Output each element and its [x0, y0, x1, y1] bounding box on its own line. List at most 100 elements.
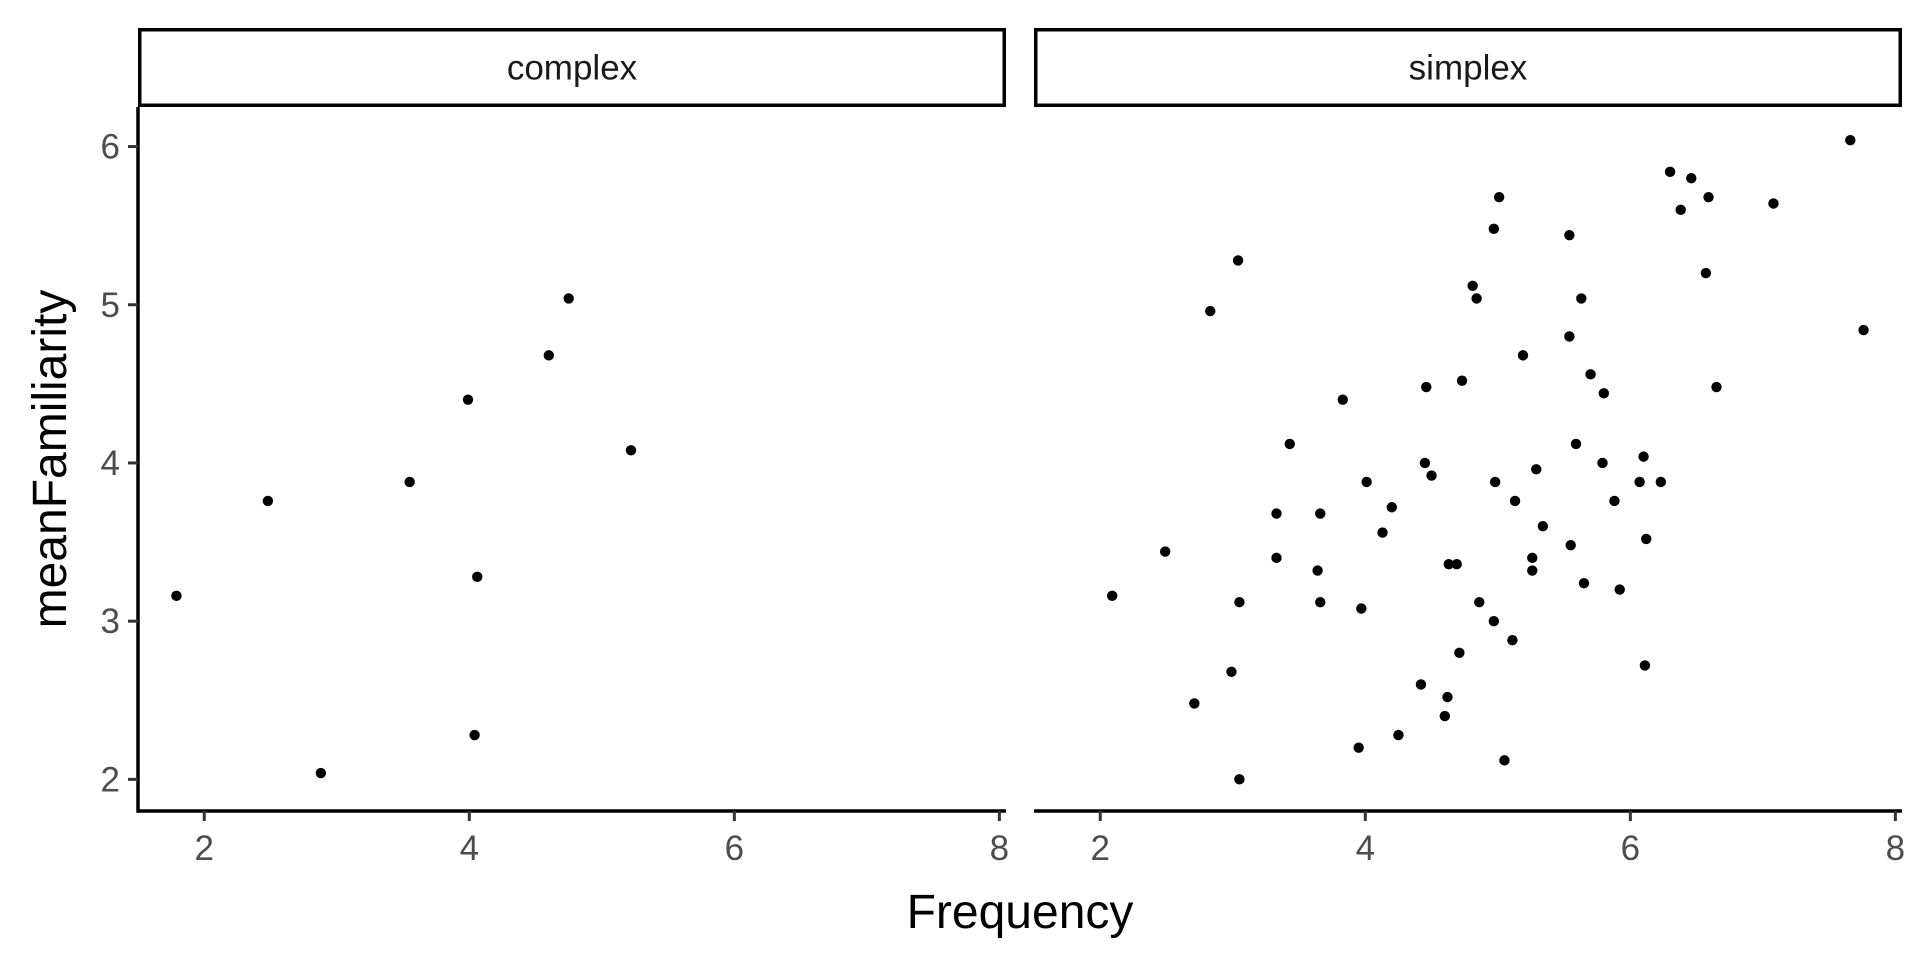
data-point: [1386, 502, 1398, 513]
data-point: [1703, 191, 1714, 203]
data-point: [1439, 710, 1451, 722]
data-point: [171, 590, 182, 602]
data-point: [1655, 476, 1667, 488]
data-point: [1488, 223, 1500, 235]
data-point: [1564, 229, 1575, 241]
x-tick-label: 4: [460, 829, 479, 868]
data-point: [1597, 457, 1608, 469]
panels-layer: complex 2 3 4 5 6 2 4 6 8 simplex 2 4 6 8: [101, 28, 1905, 868]
data-point: [563, 293, 574, 304]
data-point: [1106, 590, 1118, 602]
data-point: [1675, 204, 1686, 216]
data-point: [469, 729, 480, 741]
data-point: [1467, 280, 1478, 291]
data-point: [315, 767, 327, 779]
data-point: [1845, 135, 1856, 146]
data-point: [404, 476, 415, 488]
data-point: [1576, 293, 1587, 304]
data-point: [1634, 476, 1645, 488]
data-point: [1517, 350, 1529, 361]
y-tick-label: 3: [101, 602, 120, 641]
data-point: [1189, 698, 1200, 709]
data-point: [1711, 381, 1722, 393]
data-point: [1393, 729, 1404, 741]
data-point: [1234, 596, 1245, 608]
data-point: [1315, 596, 1326, 608]
data-point: [1488, 615, 1500, 627]
data-point: [1315, 508, 1326, 519]
y-tick-label: 4: [101, 444, 120, 483]
data-point: [1564, 331, 1575, 342]
data-point: [1471, 293, 1482, 304]
data-point: [1159, 546, 1171, 557]
data-point: [1353, 742, 1364, 753]
y-axis-title: meanFamiliarity: [24, 290, 77, 629]
data-point: [1686, 172, 1697, 184]
facet-strip: [138, 28, 1006, 107]
data-point: [1531, 464, 1542, 475]
facet-panel-complex: complex 2 3 4 5 6 2 4 6 8: [101, 28, 1009, 868]
data-point: [1456, 375, 1468, 386]
data-point: [1426, 470, 1437, 481]
data-point: [262, 495, 274, 507]
data-point: [472, 571, 483, 583]
facet-panel-simplex: simplex 2 4 6 8: [1034, 28, 1905, 868]
data-point: [1419, 457, 1431, 469]
data-point: [1361, 476, 1372, 488]
data-point: [1700, 267, 1712, 279]
data-point: [1474, 596, 1485, 608]
x-tick-label: 2: [195, 829, 214, 868]
data-point: [1509, 495, 1521, 507]
y-tick-label: 5: [101, 286, 120, 325]
data-point: [1527, 552, 1538, 564]
data-point: [1768, 198, 1779, 209]
data-point: [1451, 559, 1462, 570]
data-point: [625, 445, 637, 456]
x-tick-label: 2: [1091, 829, 1110, 868]
x-axis-title: Frequency: [907, 886, 1134, 939]
data-point: [1507, 634, 1518, 646]
data-point: [1271, 552, 1282, 564]
y-tick-label: 6: [101, 128, 120, 167]
data-point: [1565, 540, 1576, 551]
data-point: [1499, 755, 1510, 766]
data-point: [1639, 660, 1651, 671]
data-point: [1442, 691, 1453, 703]
data-point: [1664, 166, 1676, 178]
data-point: [1205, 305, 1216, 317]
data-point: [1493, 191, 1505, 203]
data-point: [1585, 369, 1596, 380]
x-tick-label: 4: [1356, 829, 1375, 868]
facet-strip-label: complex: [507, 49, 638, 88]
data-point: [462, 394, 474, 405]
x-tick-label: 6: [725, 829, 744, 868]
data-point: [1489, 476, 1501, 488]
data-point: [1226, 666, 1237, 677]
data-point: [1641, 533, 1652, 545]
x-tick-label: 8: [990, 829, 1009, 868]
data-point: [543, 350, 555, 361]
data-point: [1415, 679, 1427, 690]
data-point: [1598, 388, 1610, 399]
facet-strip-label: simplex: [1409, 49, 1528, 88]
data-point: [1537, 521, 1549, 532]
data-point: [1232, 255, 1244, 266]
x-tick-label: 8: [1886, 829, 1905, 868]
data-point: [1284, 438, 1295, 450]
data-point: [1527, 565, 1538, 576]
data-point: [1454, 647, 1465, 658]
data-point: [1377, 527, 1388, 538]
data-point: [1312, 565, 1323, 576]
data-point: [1609, 495, 1620, 507]
data-point: [1570, 438, 1582, 450]
data-point: [1356, 603, 1367, 614]
data-point: [1443, 559, 1454, 570]
y-tick-label: 2: [101, 760, 120, 799]
x-tick-label: 6: [1621, 829, 1640, 868]
facet-strip: [1034, 28, 1902, 107]
data-point: [1614, 584, 1625, 595]
data-point: [1858, 324, 1869, 336]
data-point: [1271, 508, 1282, 519]
data-point: [1638, 451, 1649, 462]
